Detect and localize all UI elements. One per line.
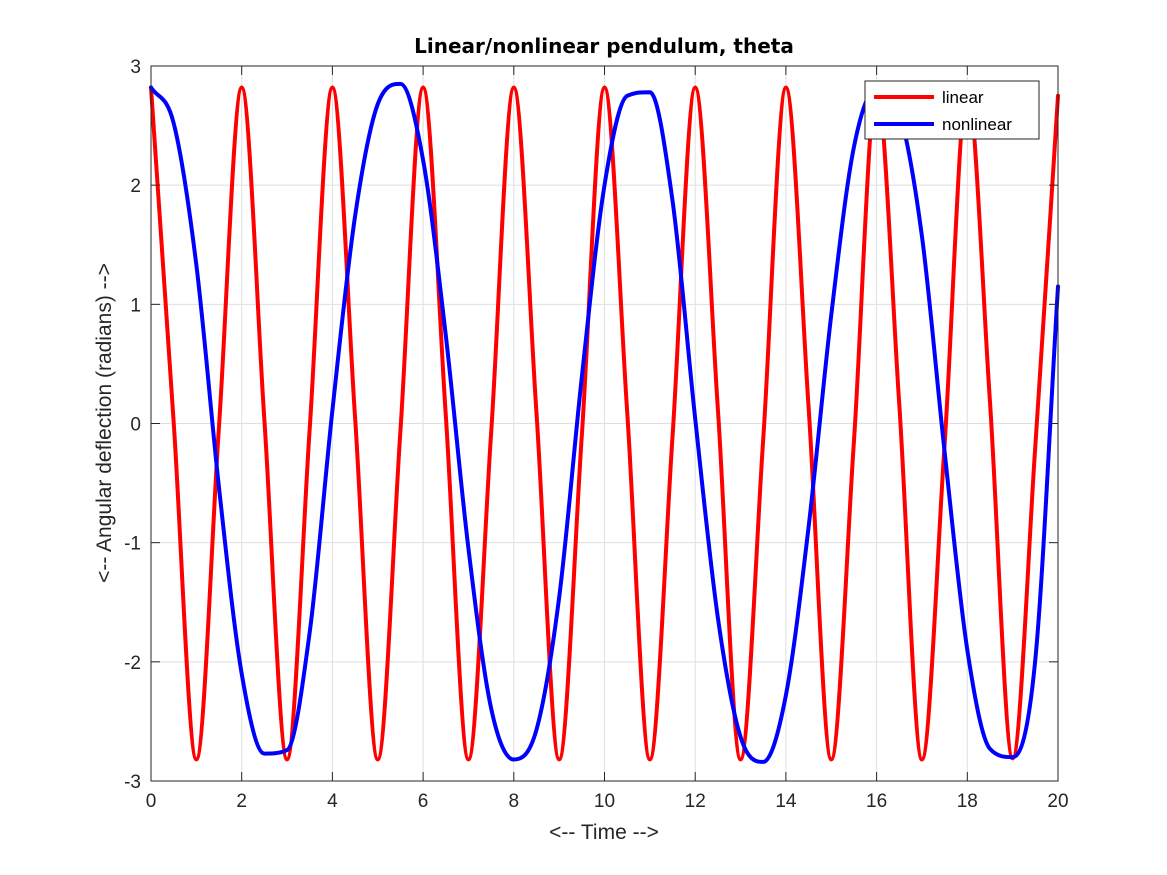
y-tick-label: 3 [130, 57, 141, 78]
series-line-linear [149, 85, 1060, 762]
legend-label-nonlinear: nonlinear [942, 115, 1012, 134]
y-tick-label: 1 [130, 295, 141, 316]
x-tick-label: 18 [957, 791, 978, 812]
legend-label-linear: linear [942, 88, 984, 107]
legend-box [864, 80, 1040, 140]
x-tick-label: 16 [866, 791, 887, 812]
x-tick-label: 10 [594, 791, 615, 812]
legend: linear nonlinear [864, 80, 1040, 140]
x-tick-label: 8 [509, 791, 520, 812]
x-tick-label: 14 [775, 791, 797, 812]
x-tick-label: 2 [236, 791, 247, 812]
y-tick-label: -3 [124, 772, 141, 793]
x-tick-label: 20 [1047, 791, 1068, 812]
x-tick-label: 6 [418, 791, 429, 812]
chart-title: Linear/nonlinear pendulum, theta [414, 34, 794, 58]
y-tick-label: -2 [124, 653, 141, 674]
y-axis-label: <-- Angular deflection (radians) --> [93, 263, 116, 583]
x-axis-label: <-- Time --> [549, 821, 659, 844]
series-line-nonlinear [149, 81, 1060, 764]
series-lines [149, 81, 1060, 764]
x-tick-label: 4 [327, 791, 338, 812]
x-tick-label: 0 [146, 791, 157, 812]
x-tick-label: 12 [685, 791, 706, 812]
y-tick-label: -1 [124, 534, 141, 555]
y-tick-label: 0 [130, 415, 141, 436]
y-tick-label: 2 [130, 176, 141, 197]
